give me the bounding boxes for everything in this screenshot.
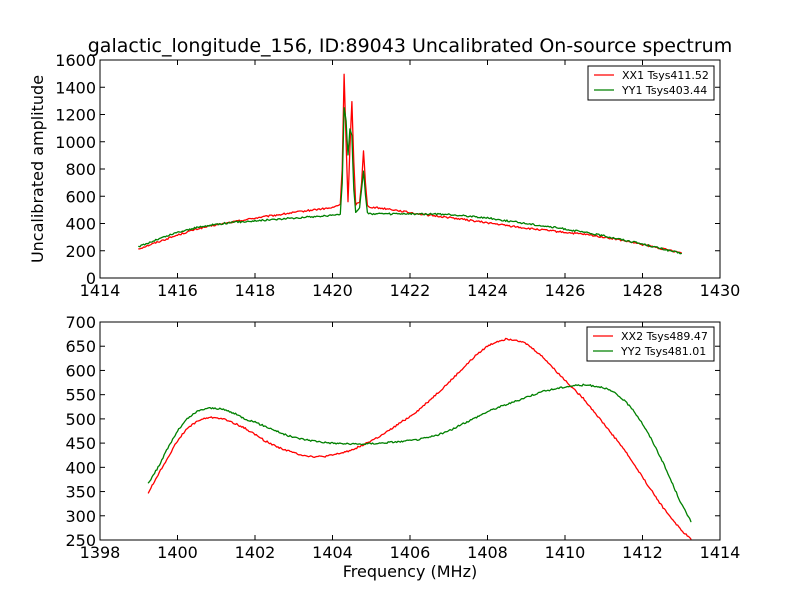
- x-tick-label: 1416: [157, 281, 198, 300]
- x-tick-label: 1430: [700, 281, 741, 300]
- x-tick-label: 1400: [157, 543, 198, 562]
- y-tick-label: 500: [65, 410, 96, 429]
- x-tick-label: 1404: [312, 543, 353, 562]
- x-tick-label: 1408: [467, 543, 508, 562]
- y-tick-label: 700: [65, 313, 96, 332]
- y-tick-label: 200: [65, 242, 96, 261]
- top-series-layer: [138, 73, 682, 255]
- x-tick-label: 1424: [467, 281, 508, 300]
- x-tick-label: 1410: [545, 543, 586, 562]
- y-tick-label: 350: [65, 483, 96, 502]
- y-tick-label: 450: [65, 434, 96, 453]
- x-tick-label: 1422: [390, 281, 431, 300]
- x-tick-label: 1406: [390, 543, 431, 562]
- y-tick-label: 0: [86, 269, 96, 288]
- y-tick-label: 550: [65, 386, 96, 405]
- y-tick-label: 300: [65, 507, 96, 526]
- top-legend-label-xx1: XX1 Tsys411.52: [622, 69, 709, 82]
- x-tick-label: 1412: [622, 543, 663, 562]
- y-tick-label: 1600: [55, 51, 96, 70]
- y-tick-label: 600: [65, 361, 96, 380]
- top-ticks: 1414 1416 1418 1420 1422 1424 1426 1428 1430 0 200…: [55, 51, 740, 300]
- top-legend-box: [587, 65, 715, 101]
- figure-title: galactic_longitude_156, ID:89043 Uncalib…: [88, 35, 732, 57]
- x-tick-label: 1420: [312, 281, 353, 300]
- y-tick-label: 650: [65, 337, 96, 356]
- bottom-series-layer: [147, 337, 692, 540]
- top-legend: XX1 Tsys411.52 YY1 Tsys403.44: [587, 65, 715, 101]
- y-tick-label: 1000: [55, 133, 96, 152]
- bottom-axes: 1398 1400 1402 1404 1406 1408 1410 1412 1414 250 3…: [65, 313, 740, 581]
- bottom-legend-label-xx2: XX2 Tsys489.47: [621, 330, 708, 343]
- y-tick-label: 1400: [55, 78, 96, 97]
- bottom-ticks: 1398 1400 1402 1404 1406 1408 1410 1412 1414 250 3…: [65, 313, 740, 562]
- top-y-axis-label: Uncalibrated amplitude: [28, 75, 47, 263]
- top-legend-label-yy1: YY1 Tsys403.44: [621, 84, 707, 97]
- x-tick-label: 1414: [80, 281, 121, 300]
- y-tick-label: 1200: [55, 106, 96, 125]
- x-tick-label: 1398: [80, 543, 121, 562]
- series-line-xx2: [147, 337, 692, 540]
- x-tick-label: 1418: [235, 281, 276, 300]
- y-tick-label: 800: [65, 160, 96, 179]
- y-tick-label: 600: [65, 187, 96, 206]
- bottom-legend: XX2 Tsys489.47 YY2 Tsys481.01: [586, 326, 715, 362]
- y-tick-label: 250: [65, 531, 96, 550]
- bottom-legend-label-yy2: YY2 Tsys481.01: [620, 345, 706, 358]
- top-axes: 1414 1416 1418 1420 1422 1424 1426 1428 1430 0 200…: [28, 51, 740, 300]
- series-line-yy2: [147, 383, 692, 523]
- x-tick-label: 1402: [235, 543, 276, 562]
- x-tick-label: 1414: [700, 543, 741, 562]
- y-tick-label: 400: [65, 458, 96, 477]
- x-tick-label: 1428: [622, 281, 663, 300]
- y-tick-label: 400: [65, 215, 96, 234]
- series-line-xx1: [138, 73, 682, 254]
- series-line-yy1: [138, 107, 682, 255]
- bottom-x-axis-label: Frequency (MHz): [343, 562, 477, 581]
- bottom-legend-box: [586, 326, 715, 362]
- x-tick-label: 1426: [545, 281, 586, 300]
